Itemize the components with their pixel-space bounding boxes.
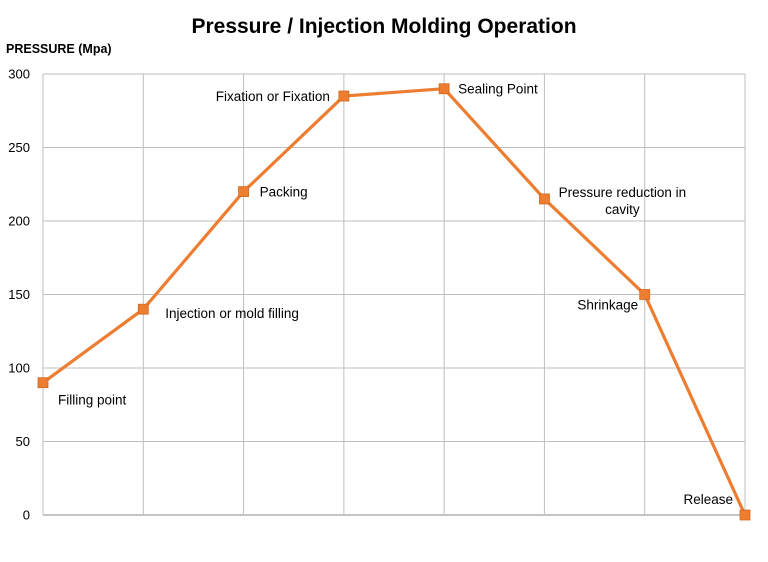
point-annotations: Filling point Injection or mold filling Pa… — [58, 82, 733, 507]
y-axis-label: PRESSURE (Mpa) — [6, 42, 112, 56]
y-tick-label: 0 — [23, 508, 30, 523]
data-point-marker — [739, 509, 751, 521]
data-point-marker — [438, 83, 450, 95]
y-tick-label: 50 — [16, 434, 30, 449]
point-annotation: Injection or mold filling — [165, 306, 299, 321]
data-point-marker — [137, 303, 149, 315]
y-tick-labels: 0 50 100 150 200 250 300 — [8, 67, 30, 523]
data-point-marker — [639, 289, 651, 300]
point-annotation: Pressure reduction in cavity — [559, 185, 687, 217]
data-point-marker — [539, 193, 550, 205]
point-annotation: Release — [683, 492, 733, 507]
y-tick-label: 300 — [8, 67, 30, 82]
point-annotation: Filling point — [58, 393, 127, 408]
y-tick-label: 150 — [8, 287, 30, 302]
point-annotation: Sealing Point — [458, 82, 538, 97]
point-annotation: Shrinkage — [577, 298, 638, 313]
data-point-marker — [37, 377, 49, 389]
y-tick-label: 100 — [8, 361, 30, 376]
y-tick-label: 200 — [8, 214, 30, 229]
y-tick-label: 250 — [8, 140, 30, 155]
chart-title: Pressure / Injection Molding Operation — [191, 15, 576, 38]
series-line — [42, 87, 747, 516]
point-annotation: Fixation or Fixation — [216, 89, 330, 104]
data-point-marker — [238, 186, 249, 198]
series-layer — [37, 83, 751, 521]
data-point-marker — [338, 90, 350, 102]
point-annotation: Packing — [260, 185, 308, 200]
